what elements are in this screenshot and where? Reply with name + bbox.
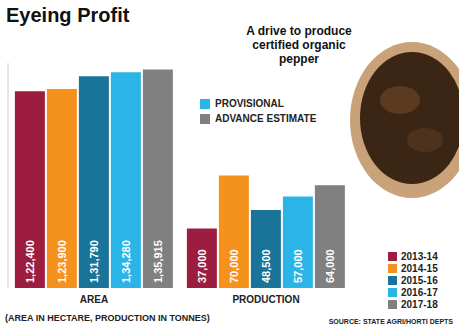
html-text:2015-16: 2015-16	[401, 274, 438, 286]
svg-text:1,34,280: 1,34,280	[120, 240, 132, 283]
html-text:2016-17: 2016-17	[401, 286, 438, 298]
svg-text:1,23,900: 1,23,900	[56, 240, 68, 283]
html-text:Eyeing Profit: Eyeing Profit	[6, 4, 130, 26]
html-text:PROVISIONAL: PROVISIONAL	[215, 98, 284, 109]
svg-text:64,000: 64,000	[324, 249, 336, 283]
svg-text:48,500: 48,500	[260, 249, 272, 283]
html-text:2017-18: 2017-18	[401, 298, 438, 310]
html-text:SOURCE: STATE AGRI/HORTI DEPTS: SOURCE: STATE AGRI/HORTI DEPTS	[328, 318, 453, 325]
svg-text:AREA: AREA	[80, 294, 108, 305]
html-text:2014-15: 2014-15	[401, 262, 438, 274]
svg-text:1,35,915: 1,35,915	[152, 240, 164, 283]
svg-text:PRODUCTION: PRODUCTION	[232, 294, 299, 305]
svg-text:57,000: 57,000	[292, 249, 304, 283]
html-text:2013-14: 2013-14	[401, 250, 438, 262]
svg-text:37,000: 37,000	[196, 249, 208, 283]
svg-text:70,000: 70,000	[228, 249, 240, 283]
svg-text:1,22,400: 1,22,400	[24, 240, 36, 283]
html-text:A drive to produce certified o: A drive to produce certified organic pep…	[246, 24, 352, 66]
html-text:(AREA IN HECTARE, PRODUCTION I: (AREA IN HECTARE, PRODUCTION IN TONNES)	[5, 313, 210, 323]
svg-text:1,31,790: 1,31,790	[88, 240, 100, 283]
html-text:ADVANCE ESTIMATE: ADVANCE ESTIMATE	[215, 113, 317, 124]
